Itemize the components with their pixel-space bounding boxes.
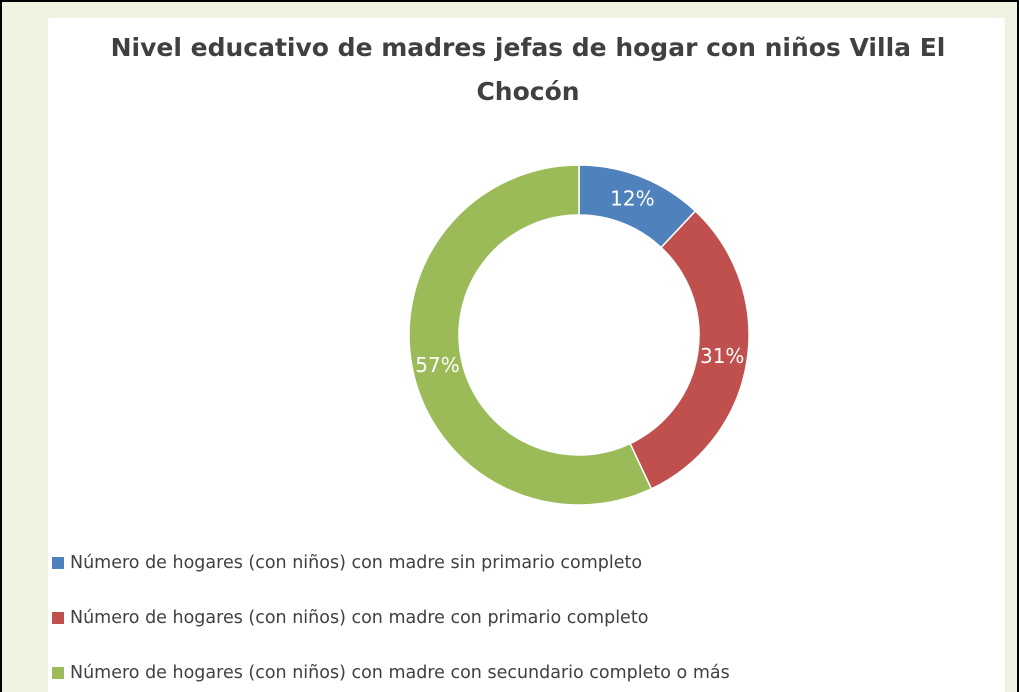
legend-swatch bbox=[52, 667, 64, 679]
donut-slice bbox=[408, 164, 653, 506]
chart-area: Nivel educativo de madres jefas de hogar… bbox=[48, 18, 1005, 692]
data-label: 12% bbox=[610, 187, 654, 211]
donut-slice bbox=[629, 210, 750, 490]
chart-title: Nivel educativo de madres jefas de hogar… bbox=[110, 33, 946, 106]
legend-label: Número de hogares (con niños) con madre … bbox=[70, 663, 730, 683]
data-label: 57% bbox=[415, 353, 459, 377]
legend-label: Número de hogares (con niños) con madre … bbox=[70, 608, 648, 628]
legend-swatch bbox=[52, 557, 64, 569]
data-label: 31% bbox=[700, 344, 744, 368]
chart: 12% 31% 57% Número de hogares (con niños) c… bbox=[52, 164, 750, 683]
legend-label: Número de hogares (con niños) con madre … bbox=[70, 553, 642, 573]
legend-swatch bbox=[52, 612, 64, 624]
